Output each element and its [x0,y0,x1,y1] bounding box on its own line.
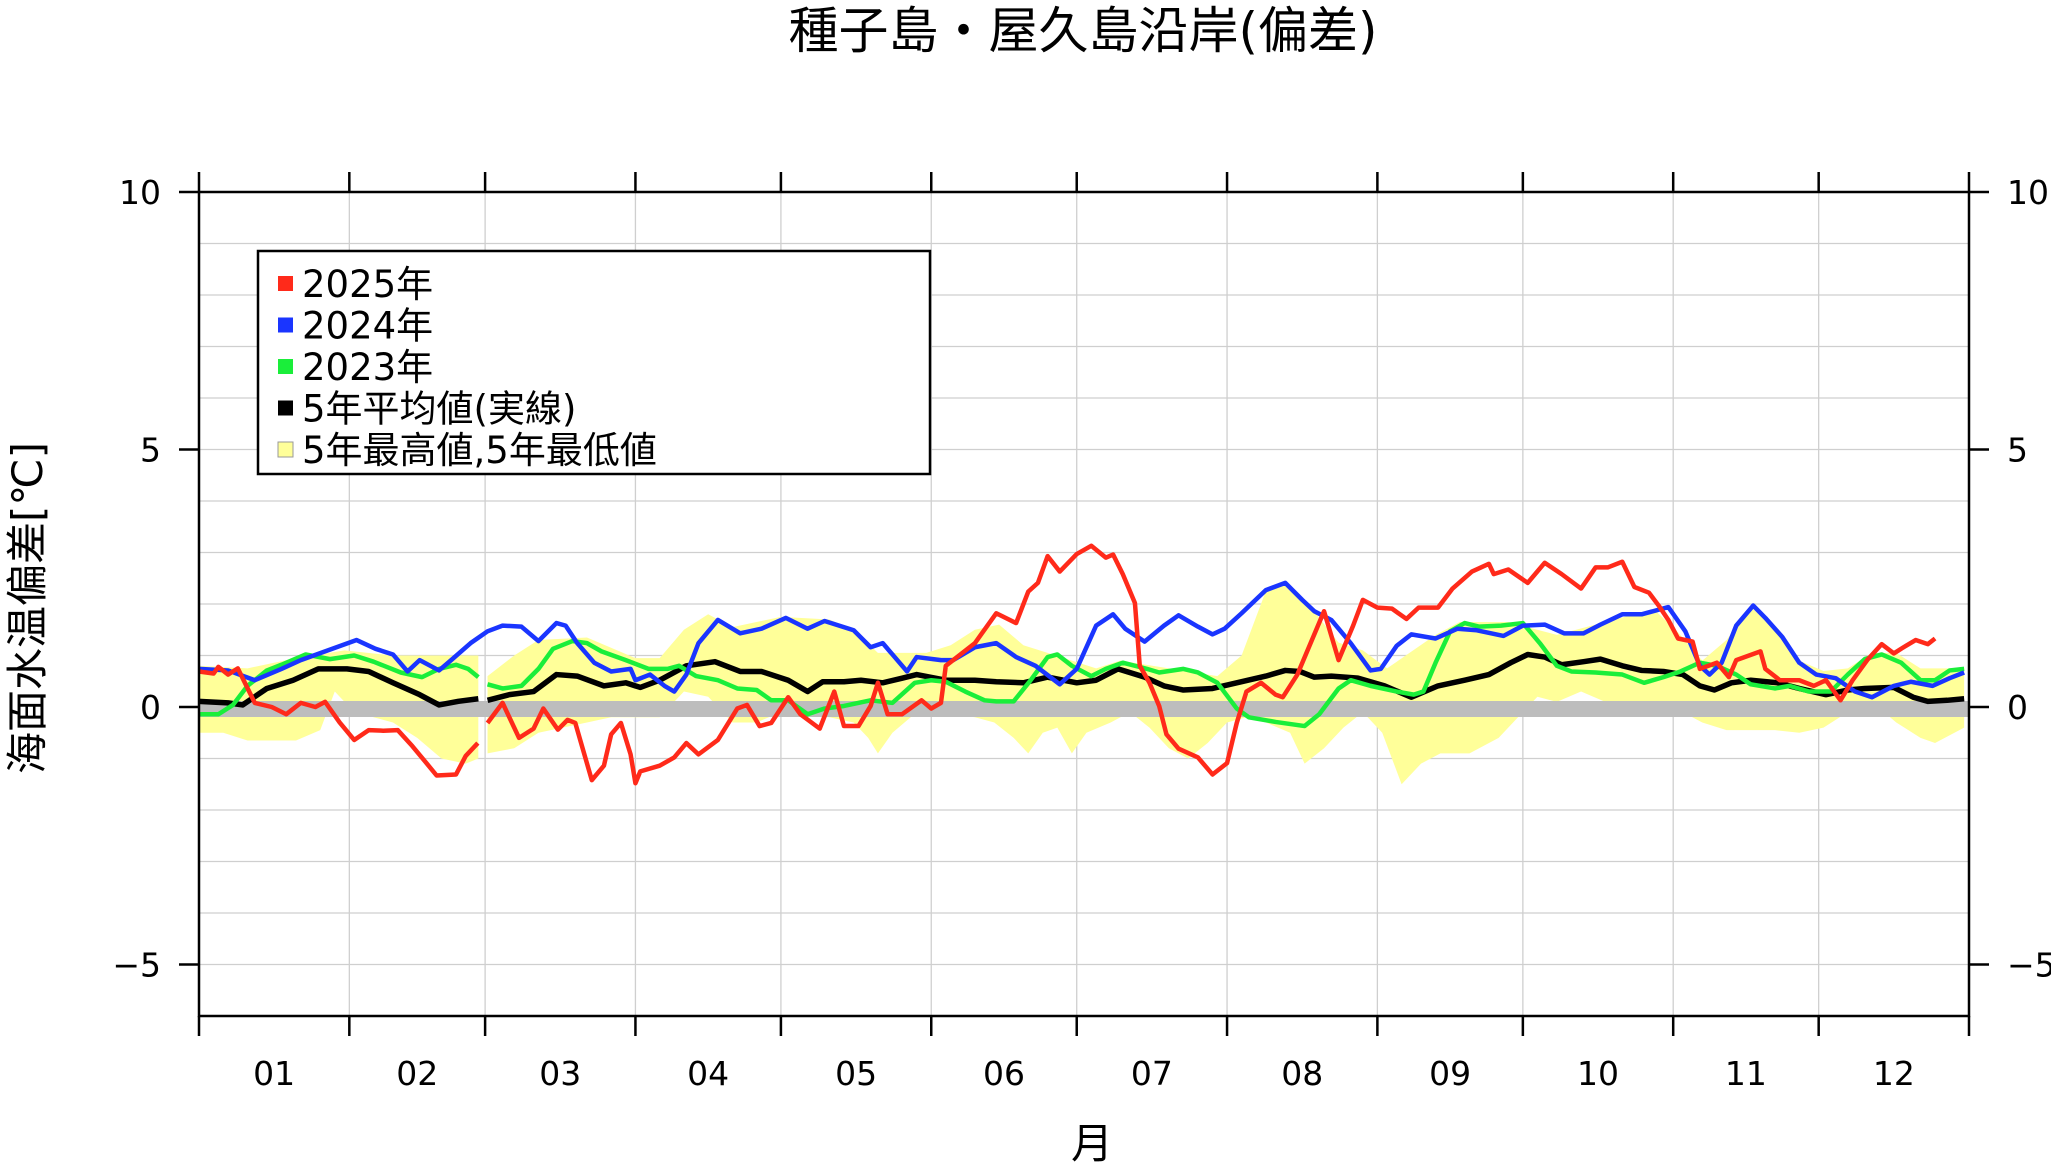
band-area [199,650,479,764]
axes: 10 10 5 5 0 0 −5 −5 01 02 03 04 05 06 07 08 09 10 11 12 [112,172,2051,1093]
x-tick-label: 12 [1873,1054,1915,1093]
legend-label: 2025年 [302,263,433,306]
x-tick-label: 09 [1429,1054,1471,1093]
plot-frame [197,190,1971,1018]
y-tick-label-left: 5 [140,431,161,470]
zero-line-band [199,701,1969,717]
x-tick-label: 01 [253,1054,295,1093]
y-tick-label-right: 10 [2007,173,2049,212]
legend-label: 2024年 [302,305,433,348]
x-tick-label: 07 [1131,1054,1173,1093]
legend-swatch [278,400,293,416]
legend-swatch [278,317,293,333]
x-tick-label: 03 [539,1054,581,1093]
legend-swatch [278,359,293,374]
legend-swatch [277,441,294,458]
x-axis-label: 月 [1071,1119,1113,1166]
y-tick-label-left: −5 [112,946,161,985]
y-tick-label-right: 5 [2007,431,2028,470]
series-line-0 [485,543,1937,786]
series-lines [198,543,1965,786]
legend-label: 5年平均値(実線) [302,388,576,431]
x-tick-label: 06 [983,1054,1025,1093]
y-axis-label: 海面水温偏差[℃] [3,442,52,774]
y-tick-label-left: 0 [140,688,161,727]
series-line-2 [199,652,480,717]
legend-label: 2023年 [302,346,433,389]
series-line-3 [198,666,479,708]
y-tick-label-right: 0 [2007,688,2028,727]
legend-label: 5年最高値,5年最低値 [302,429,657,472]
x-tick-label: 10 [1577,1054,1619,1093]
legend-swatch [278,276,293,291]
legend-box [256,249,932,476]
chart-title: 種子島・屋久島沿岸(偏差) [788,2,1377,60]
x-tick-label: 02 [396,1054,438,1093]
x-tick-label: 11 [1725,1054,1767,1093]
y-tick-label-right: −5 [2007,946,2051,985]
y-tick-label-left: 10 [119,173,161,212]
series-line-3 [486,651,1965,705]
x-tick-label: 04 [687,1054,729,1093]
series-line-0 [198,664,480,778]
x-tick-label: 08 [1281,1054,1323,1093]
x-tick-label: 05 [835,1054,877,1093]
